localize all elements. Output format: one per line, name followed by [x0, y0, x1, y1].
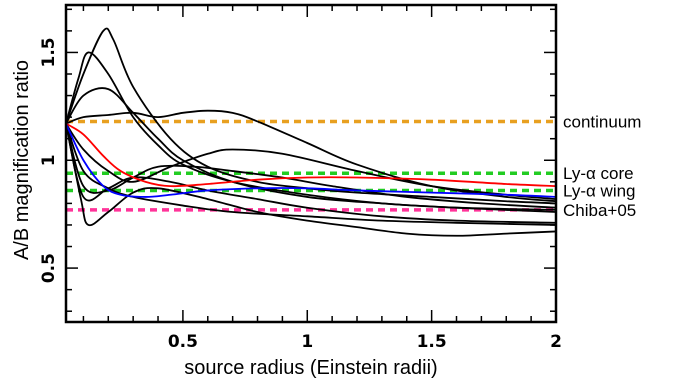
y-axis-title: A/B magnification ratio [11, 60, 33, 260]
series-line [66, 87, 556, 211]
reference-lines [66, 119, 556, 212]
series-line [66, 27, 556, 205]
x-tick-label: 0.5 [168, 332, 198, 352]
reference-label: Ly-α core [563, 164, 634, 183]
y-tick-label: 1 [39, 154, 59, 166]
series-line [66, 122, 556, 237]
series-line [66, 122, 556, 188]
x-tick-label: 2 [550, 332, 562, 352]
axis-tick-labels: 0.5 1 1.5 2 0.5 1 1.5 [39, 37, 562, 352]
reference-label: Chiba+05 [563, 201, 636, 220]
y-tick-label: 0.5 [39, 253, 59, 283]
series-lines [66, 27, 556, 237]
y-tick-label: 1.5 [39, 37, 59, 67]
axis-ticks [66, 5, 557, 322]
x-tick-label: 1 [301, 332, 313, 352]
series-line [66, 122, 556, 200]
series-line [66, 122, 556, 226]
plot-frame [64, 3, 558, 324]
reference-label: Ly-α wing [563, 181, 636, 200]
reference-label: continuum [563, 112, 641, 131]
x-tick-label: 1.5 [417, 332, 447, 352]
x-axis-title: source radius (Einstein radii) [184, 357, 437, 379]
series-line [66, 122, 556, 198]
